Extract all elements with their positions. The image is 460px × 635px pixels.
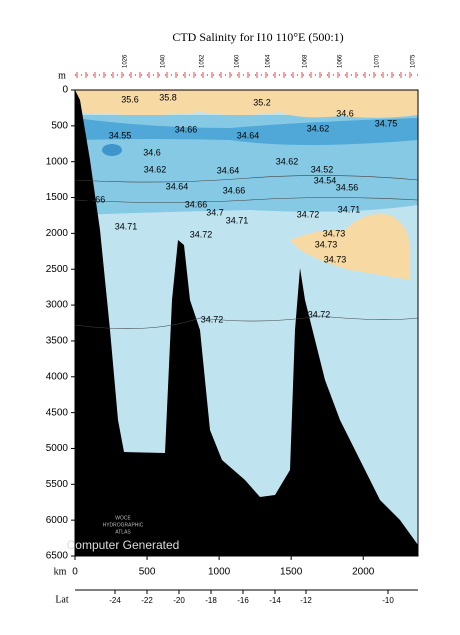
low-salinity-layer [75,118,418,145]
atlas-label: ATLAS [115,529,131,535]
contour-label: 34.71 [338,204,361,214]
station-label: 1066 [338,54,344,68]
lat-tick-label: -16 [237,596,249,605]
high-salinity-blob [290,214,410,280]
station-label: 1026 [123,54,129,68]
y-tick-label: 5500 [46,479,69,490]
chart-title: CTD Salinity for I10 110°E (500:1) [172,30,343,44]
contour-label: 34.52 [311,164,334,174]
y-tick-label: 500 [51,120,68,131]
contour-label: 34.72 [190,229,213,239]
y-unit: m [58,70,66,81]
contour-label: 34.75 [375,118,398,128]
contour-label: 34.66 [223,185,246,195]
contour-label: 34.64 [166,181,189,191]
x-tick-label: 0 [72,567,78,578]
atlas-label: WOCE [115,515,131,521]
contour-label: 34.72 [201,314,224,324]
credit: Computer Generated [67,538,180,552]
station-label: 1068 [303,54,309,68]
y-tick-label: 3000 [46,300,69,311]
contour-label: 34.73 [315,239,338,249]
contour-label: 34.55 [109,130,132,140]
lat-tick-label: -18 [205,596,217,605]
lat-tick-label: -20 [173,596,185,605]
contour-label: 35.8 [159,92,177,102]
station-label: 1060 [235,54,241,68]
x-tick-label: 1000 [208,567,231,578]
x-tick-label: 2000 [352,567,375,578]
x-tick-label: 1500 [280,567,303,578]
x-tick-label: 500 [139,567,156,578]
contour-label: 34.73 [323,228,346,238]
low-salinity-core [102,144,122,156]
contour-label: 34.66 [83,194,106,204]
contour-label: 34.71 [115,221,138,231]
y-tick-label: 6500 [46,551,69,562]
contour-line [74,175,419,183]
y-tick-label: 0 [62,85,68,96]
contour-label: 34.6 [336,108,354,118]
atlas-label: HYDROGRAPHIC [103,522,144,528]
y-tick-label: 4000 [46,371,69,382]
lat-tick-label: -14 [269,596,281,605]
plot-frame [74,89,419,557]
contour-label: 34.56 [336,182,359,192]
surface-water [75,90,418,118]
contour-line [74,197,419,203]
contour-label: 34.66 [185,199,208,209]
y-tick-label: 3500 [46,336,69,347]
bathymetry [75,90,418,556]
contour-label: 34.73 [324,254,347,264]
lat-tick-label: -22 [141,596,153,605]
contour-label: 34.66 [175,124,198,134]
lat-tick-label: -10 [382,596,394,605]
y-tick-label: 4500 [46,407,69,418]
station-label: 1075 [411,54,417,68]
x-unit: km [54,566,67,577]
contour-label: 34.7 [206,207,224,217]
section-plot [74,89,419,557]
y-tick-label: 6000 [46,515,69,526]
station-label: 1064 [266,54,272,68]
y-tick-label: 1000 [46,156,69,167]
station-label: 1070 [375,54,381,68]
contour-label: 35.2 [253,97,271,107]
y-tick-label: 1500 [46,192,69,203]
contour-label: 34.71 [226,215,249,225]
contour-label: 34.6 [143,147,161,157]
y-tick-label: 2000 [46,228,69,239]
lat-tick-label: -24 [109,596,121,605]
lat-tick-label: -12 [300,596,312,605]
station-label: 1052 [200,54,206,68]
contour-label: 34.72 [308,309,331,319]
y-tick-label: 2500 [46,264,69,275]
contour-label: 34.62 [276,156,299,166]
contour-label: 34.64 [217,165,240,175]
contour-label: 34.72 [297,209,320,219]
lat-label: Lat [55,594,69,605]
contour-label: 35.6 [121,94,139,104]
contour-label: 34.62 [144,164,167,174]
y-tick-label: 5000 [46,443,69,454]
contour-label: 34.64 [237,130,260,140]
contour-line [74,315,419,329]
station-label: 1040 [161,54,167,68]
contour-label: 34.62 [307,123,330,133]
contour-label: 34.54 [314,175,337,185]
